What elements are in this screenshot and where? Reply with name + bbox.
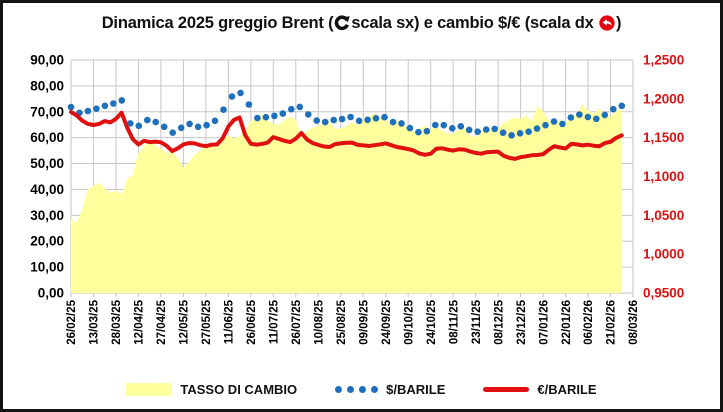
legend-label-exchange-rate: TASSO DI CAMBIO (180, 381, 298, 397)
svg-text:13/03/25: 13/03/25 (89, 299, 101, 344)
svg-text:09/10/25: 09/10/25 (403, 299, 415, 344)
svg-text:24/10/25: 24/10/25 (426, 299, 438, 344)
chart-plot-area: 90,00 80,00 70,00 60,00 50,00 40,00 30,00 20,00… (30, 53, 684, 345)
chart-legend: TASSO DI CAMBIO $/BARILE €/BARILE (3, 376, 720, 402)
svg-text:10,00: 10,00 (30, 260, 64, 275)
svg-text:10/08/25: 10/08/25 (313, 299, 325, 344)
svg-text:26/02/25: 26/02/25 (66, 299, 78, 344)
x-axis-labels: 26/02/25 13/03/25 28/03/25 12/04/25 27/04/25… (66, 299, 640, 344)
svg-text:23/11/25: 23/11/25 (471, 299, 483, 344)
chart-title-mid: scala sx) e cambio $/€ (scala dx (351, 13, 598, 32)
svg-text:27/04/25: 27/04/25 (156, 299, 168, 344)
right-axis-labels: 1,2500 1,2000 1,1500 1,1000 1,0500 1,0000 0,95… (643, 53, 684, 301)
svg-text:0,9500: 0,9500 (643, 286, 684, 301)
svg-text:50,00: 50,00 (30, 156, 64, 171)
svg-text:20,00: 20,00 (30, 234, 64, 249)
svg-text:12/05/25: 12/05/25 (179, 299, 191, 344)
svg-text:08/11/25: 08/11/25 (448, 299, 460, 344)
legend-item-exchange-rate: TASSO DI CAMBIO (126, 382, 297, 397)
svg-text:30,00: 30,00 (30, 208, 64, 223)
svg-text:1,1000: 1,1000 (643, 169, 684, 184)
svg-text:26/07/25: 26/07/25 (291, 299, 303, 344)
counterclockwise-arrow-icon (335, 15, 351, 31)
svg-text:80,00: 80,00 (30, 78, 64, 93)
svg-text:26/06/25: 26/06/25 (246, 299, 258, 344)
svg-text:06/02/26: 06/02/26 (583, 300, 595, 345)
svg-text:21/02/26: 21/02/26 (606, 300, 618, 345)
svg-text:23/12/25: 23/12/25 (516, 299, 528, 344)
svg-text:70,00: 70,00 (30, 104, 64, 119)
legend-label-dollar-barrel: $/BARILE (386, 381, 446, 397)
svg-text:27/05/25: 27/05/25 (201, 299, 213, 344)
chart-title: Dinamica 2025 greggio Brent ( scala sx) … (3, 10, 720, 36)
euro-per-barrel-line-series (69, 110, 624, 161)
svg-text:11/07/25: 11/07/25 (269, 299, 281, 344)
dots-swatch (335, 385, 379, 393)
back-arrow-icon (599, 15, 615, 31)
svg-text:11/06/25: 11/06/25 (224, 299, 236, 344)
chart-title-prefix: Dinamica 2025 greggio Brent ( (101, 13, 334, 32)
line-swatch (483, 386, 530, 392)
svg-text:1,0000: 1,0000 (643, 247, 684, 262)
svg-text:1,0500: 1,0500 (643, 208, 684, 223)
svg-text:60,00: 60,00 (30, 130, 64, 145)
exchange-rate-area-series (71, 104, 622, 293)
svg-text:25/08/25: 25/08/25 (336, 299, 348, 344)
legend-item-euro-barrel: €/BARILE (483, 381, 597, 397)
svg-text:08/12/25: 08/12/25 (493, 299, 505, 344)
svg-text:40,00: 40,00 (30, 182, 64, 197)
svg-text:09/09/25: 09/09/25 (358, 299, 370, 344)
svg-text:1,1500: 1,1500 (643, 130, 684, 145)
legend-label-euro-barrel: €/BARILE (537, 381, 597, 397)
legend-item-dollar-barrel: $/BARILE (335, 382, 445, 397)
svg-text:08/03/26: 08/03/26 (628, 300, 640, 345)
dollar-per-barrel-dot-series (67, 89, 626, 139)
svg-text:28/03/25: 28/03/25 (111, 299, 123, 344)
svg-text:1,2500: 1,2500 (643, 53, 684, 68)
area-swatch (126, 382, 173, 396)
x-axis-ticks (70, 293, 634, 297)
svg-text:90,00: 90,00 (30, 53, 64, 68)
chart-title-suffix: ) (615, 13, 622, 32)
svg-text:24/09/25: 24/09/25 (381, 299, 393, 344)
svg-text:1,2000: 1,2000 (643, 91, 684, 106)
left-axis-labels: 90,00 80,00 70,00 60,00 50,00 40,00 30,00 20,00… (30, 53, 64, 301)
svg-text:07/01/26: 07/01/26 (538, 300, 550, 345)
svg-text:0,00: 0,00 (38, 286, 64, 301)
svg-text:12/04/25: 12/04/25 (134, 299, 146, 344)
svg-text:22/01/26: 22/01/26 (561, 300, 573, 345)
